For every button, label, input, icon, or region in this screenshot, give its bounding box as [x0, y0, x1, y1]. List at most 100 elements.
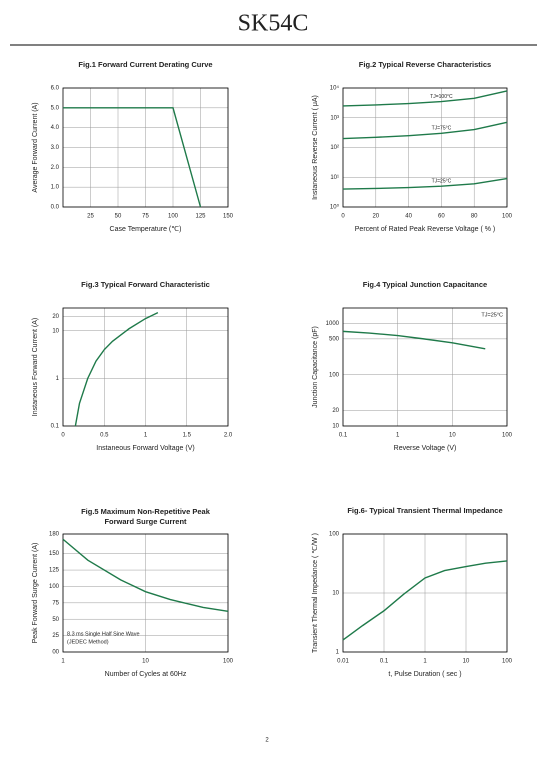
- plot-frame: [342, 307, 508, 427]
- chart-title: Fig.3 Typical Forward Characteristic: [81, 280, 210, 289]
- x-tick-label: 10: [463, 659, 470, 665]
- y-tick-label: 10²: [330, 145, 339, 151]
- series-line: [342, 177, 508, 190]
- y-tick-label: 10³: [330, 115, 339, 121]
- chart-title: Fig.5 Maximum Non-Repetitive Peak: [81, 507, 211, 516]
- y-tick-label: 2.0: [51, 165, 60, 171]
- y-tick-label: 50: [52, 617, 59, 623]
- series-line: [63, 107, 202, 208]
- x-tick-label: 1: [61, 659, 65, 665]
- x-tick-label: 0.1: [380, 659, 389, 665]
- x-axis-label: t, Pulse Duration ( sec ): [388, 671, 461, 678]
- x-tick-label: 1: [396, 433, 400, 439]
- plot-frame: [62, 307, 229, 427]
- series-line: [62, 538, 229, 613]
- x-tick-label: 50: [115, 214, 122, 220]
- x-tick-label: 100: [502, 214, 513, 220]
- annotation: 8.3 ms Single Half Sine Wave: [67, 631, 140, 637]
- x-tick-label: 80: [471, 214, 478, 220]
- y-tick-label: 180: [49, 532, 60, 538]
- y-tick-label: 10: [52, 328, 59, 334]
- y-tick-label: 20: [52, 314, 59, 320]
- x-tick-label: 10: [142, 659, 149, 665]
- x-tick-label: 75: [142, 214, 149, 220]
- y-tick-label: 100: [49, 584, 60, 590]
- y-tick-label: 00: [52, 650, 59, 656]
- y-axis-label: Instaneous Reverse Current ( μA): [312, 95, 319, 200]
- x-tick-label: 0: [61, 433, 65, 439]
- x-tick-label: 40: [405, 214, 412, 220]
- x-tick-label: 25: [87, 214, 94, 220]
- x-tick-label: 100: [168, 214, 179, 220]
- x-tick-label: 1.5: [183, 433, 192, 439]
- x-tick-label: 150: [223, 214, 234, 220]
- plot-frame: [62, 87, 229, 208]
- series-line: [342, 121, 508, 140]
- x-tick-label: 0.5: [100, 433, 109, 439]
- y-tick-label: 100: [329, 372, 340, 378]
- x-axis-label: Reverse Voltage (V): [394, 445, 457, 452]
- x-tick-label: 100: [502, 659, 513, 665]
- chart-title: Forward Surge Current: [104, 517, 187, 526]
- x-tick-label: 125: [195, 214, 206, 220]
- chart-title: Fig.4 Typical Junction Capacitance: [363, 280, 487, 289]
- y-tick-label: 1.0: [51, 185, 60, 191]
- series-label: TJ=25°C: [432, 179, 452, 185]
- x-axis-label: Case Temperature (℃): [110, 226, 182, 233]
- series-line: [74, 311, 159, 427]
- y-tick-label: 10⁴: [330, 85, 340, 92]
- y-tick-label: 0.0: [51, 205, 60, 211]
- page-title: SK54C: [238, 11, 309, 37]
- x-tick-label: 10: [449, 433, 456, 439]
- x-tick-label: 1: [423, 659, 427, 665]
- series-label: TJ=100°C: [430, 94, 453, 100]
- y-axis-label: Instaneous Forward Current (A): [32, 318, 39, 416]
- y-tick-label: 0.1: [51, 424, 60, 430]
- y-tick-label: 500: [329, 336, 340, 342]
- y-axis-label: Junction Capacitance (pF): [312, 326, 319, 408]
- y-tick-label: 10: [332, 424, 339, 430]
- y-tick-label: 150: [49, 551, 60, 557]
- series-line: [342, 560, 508, 641]
- y-tick-label: 5.0: [51, 105, 60, 111]
- x-tick-label: 0: [341, 214, 345, 220]
- series-line: [342, 90, 508, 107]
- y-tick-label: 10⁰: [330, 204, 340, 211]
- y-tick-label: 1: [336, 650, 340, 656]
- y-tick-label: 4.0: [51, 125, 60, 131]
- x-tick-label: 100: [502, 433, 513, 439]
- x-tick-label: 2.0: [224, 433, 233, 439]
- y-tick-label: 10: [332, 591, 339, 597]
- y-tick-label: 100: [329, 532, 340, 538]
- plot-frame: [342, 87, 508, 208]
- series-label: TJ=75°C: [432, 126, 452, 132]
- y-tick-label: 1000: [326, 321, 340, 327]
- y-tick-label: 3.0: [51, 145, 60, 151]
- y-axis-label: Peak Forward Surge Current (A): [32, 543, 39, 644]
- x-tick-label: 20: [372, 214, 379, 220]
- annotation: (JEDEC Method): [67, 639, 109, 645]
- x-tick-label: 100: [223, 659, 234, 665]
- x-axis-label: Instaneous Forward Voltage (V): [96, 445, 194, 452]
- annotation: TJ=25°C: [481, 312, 503, 318]
- x-tick-label: 0.1: [339, 433, 348, 439]
- plot-frame: [342, 533, 508, 653]
- y-axis-label: Average Forward Current (A): [32, 102, 39, 192]
- y-tick-label: 25: [52, 633, 59, 639]
- x-axis-label: Number of Cycles at 60Hz: [105, 671, 187, 678]
- y-tick-label: 1: [56, 376, 60, 382]
- chart-title: Fig.6- Typical Transient Thermal Impedan…: [347, 506, 502, 515]
- chart-title: Fig.2 Typical Reverse Characteristics: [359, 60, 491, 69]
- plot-frame: [62, 533, 229, 653]
- y-axis-label: Transient Thermal Impedance ( ℃/W ): [312, 533, 319, 653]
- page-number: 2: [265, 738, 269, 744]
- x-tick-label: 0.01: [337, 659, 349, 665]
- x-tick-label: 60: [438, 214, 445, 220]
- series-line: [342, 330, 486, 350]
- y-tick-label: 125: [49, 568, 60, 574]
- x-tick-label: 1: [144, 433, 148, 439]
- y-tick-label: 10¹: [330, 175, 339, 181]
- y-tick-label: 6.0: [51, 86, 60, 92]
- y-tick-label: 20: [332, 408, 339, 414]
